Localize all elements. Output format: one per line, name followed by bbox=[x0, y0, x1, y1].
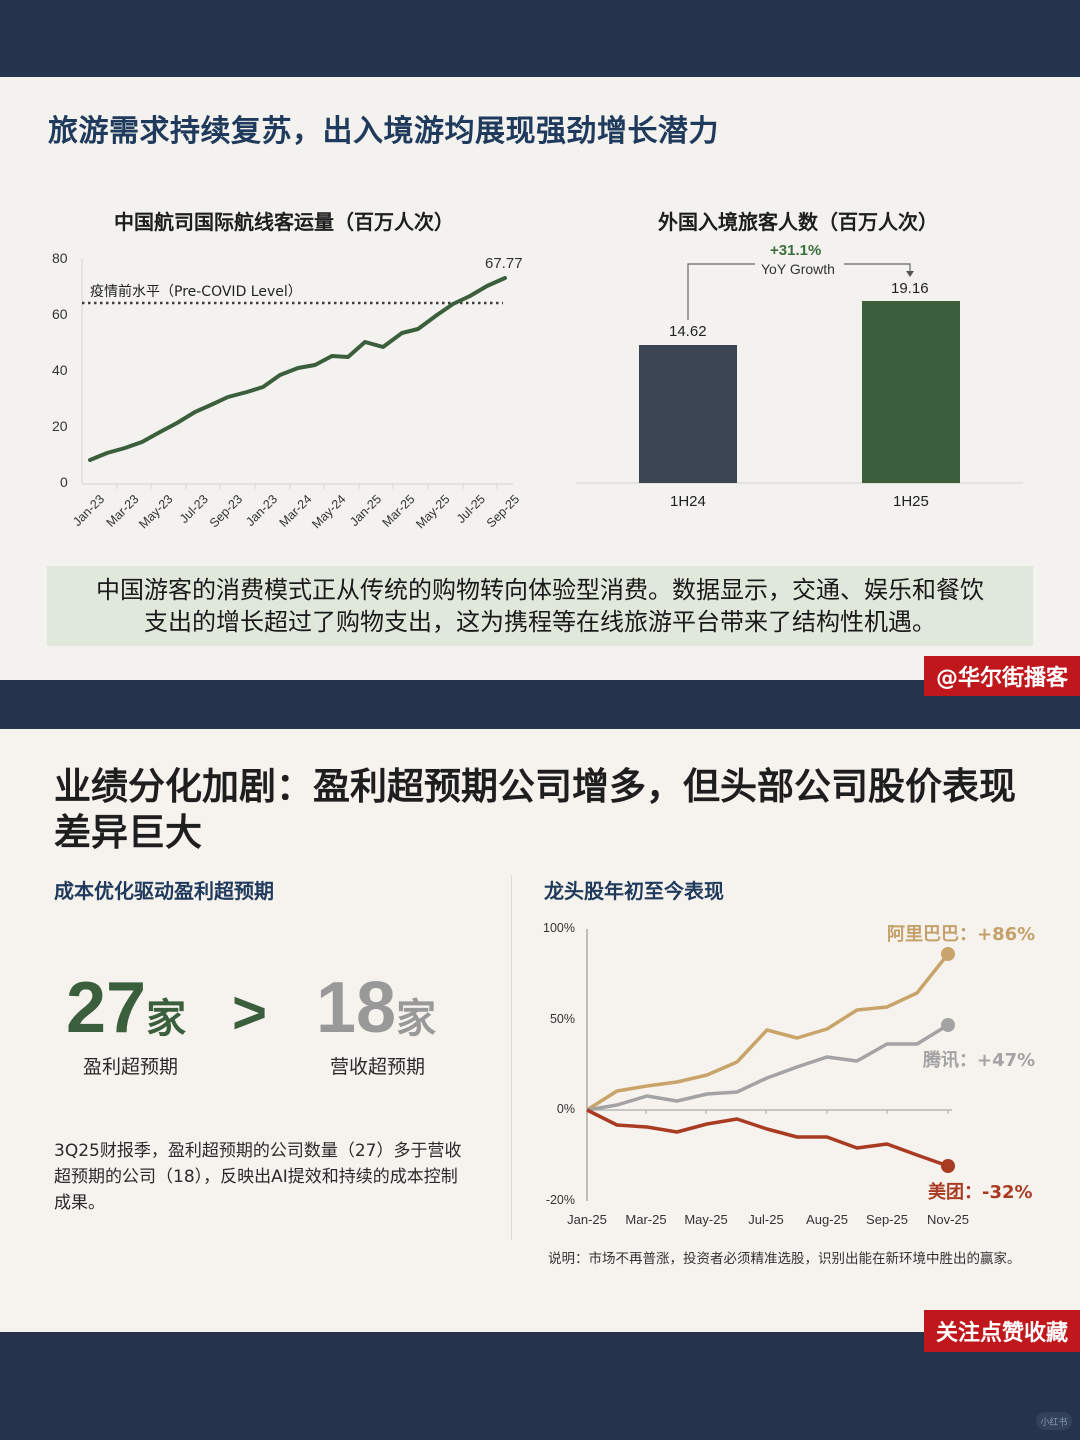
tencent-label: 腾讯：+47% bbox=[923, 1050, 1036, 1071]
chart-note: 说明：市场不再普涨，投资者必须精准选股，识别出能在新环境中胜出的赢家。 bbox=[548, 1251, 1021, 1267]
stock-chart-plot bbox=[586, 929, 955, 1201]
y-tick-100: 100% bbox=[543, 921, 575, 935]
pre-covid-label: 疫情前水平（Pre-COVID Level） bbox=[90, 284, 302, 300]
tencent-end-dot bbox=[941, 1018, 955, 1032]
earnings-description: 3Q25财报季，盈利超预期的公司数量（27）多于营收超预期的公司（18），反映出… bbox=[54, 1141, 462, 1213]
summary-line-2: 支出的增长超过了购物支出，这为携程等在线旅游平台带来了结构性机遇。 bbox=[144, 608, 936, 636]
bar-1h24 bbox=[639, 345, 737, 483]
column-divider bbox=[511, 875, 512, 1240]
revenue-beat-label: 营收超预期 bbox=[330, 1056, 426, 1078]
y-tick-minus20: -20% bbox=[545, 1193, 575, 1207]
earnings-beat-count: 27 bbox=[66, 968, 147, 1048]
y-tick-0: 0% bbox=[556, 1102, 575, 1116]
revenue-beat-stat: 18家 bbox=[316, 972, 436, 1044]
tencent-line bbox=[586, 1023, 949, 1112]
revenue-beat-unit: 家 bbox=[396, 996, 437, 1042]
growth-percent: +31.1% bbox=[770, 242, 822, 259]
x-tick: Nov-25 bbox=[927, 1212, 969, 1227]
bar-1h25 bbox=[862, 301, 960, 483]
meituan-label: 美团：-32% bbox=[928, 1182, 1033, 1203]
x-tick: Jan-25 bbox=[567, 1212, 607, 1227]
consumption-summary-box: 中国游客的消费模式正从传统的购物转向体验型消费。数据显示，交通、娱乐和餐饮 支出… bbox=[47, 566, 1033, 646]
summary-line-1: 中国游客的消费模式正从传统的购物转向体验型消费。数据显示，交通、娱乐和餐饮 bbox=[96, 576, 984, 604]
section2-title: 业绩分化加剧：盈利超预期公司增多，但头部公司股价表现差异巨大 bbox=[54, 765, 1016, 854]
x-tick: Aug-25 bbox=[806, 1212, 848, 1227]
x-tick: Sep-25 bbox=[866, 1212, 908, 1227]
line-chart-plot bbox=[81, 258, 513, 489]
y-tick-0: 0 bbox=[60, 474, 68, 490]
watermark: 小红书 bbox=[1036, 1412, 1072, 1430]
line-chart-title: 中国航司国际航线客运量（百万人次） bbox=[114, 210, 454, 234]
account-badge[interactable]: @华尔街播客 bbox=[924, 656, 1080, 696]
x-tick: Mar-25 bbox=[625, 1212, 667, 1227]
revenue-beat-count: 18 bbox=[316, 968, 397, 1048]
x-tick: Jul-25 bbox=[748, 1212, 784, 1227]
meituan-end-dot bbox=[941, 1159, 955, 1173]
bar-chart-title: 外国入境旅客人数（百万人次） bbox=[658, 210, 938, 234]
y-tick-20: 20 bbox=[52, 418, 68, 434]
earnings-beat-label: 盈利超预期 bbox=[83, 1056, 179, 1078]
x-tick: May-25 bbox=[684, 1212, 728, 1227]
y-tick-80: 80 bbox=[52, 250, 68, 266]
section1-title: 旅游需求持续复苏，出入境游均展现强劲增长潜力 bbox=[48, 114, 719, 149]
y-tick-60: 60 bbox=[52, 306, 68, 322]
greater-than-sign: > bbox=[232, 979, 268, 1046]
bar-value-1h24: 14.62 bbox=[669, 323, 707, 340]
y-tick-40: 40 bbox=[52, 362, 68, 378]
bottom-banner bbox=[0, 1332, 1080, 1440]
left-subtitle: 成本优化驱动盈利超预期 bbox=[54, 879, 274, 903]
bar-category-1h24: 1H24 bbox=[670, 493, 706, 510]
y-tick-50: 50% bbox=[549, 1012, 575, 1026]
alibaba-end-dot bbox=[941, 947, 955, 961]
right-subtitle: 龙头股年初至今表现 bbox=[544, 879, 724, 903]
earnings-beat-stat: 27家 bbox=[66, 972, 186, 1044]
earnings-panel bbox=[0, 729, 1080, 1332]
top-banner bbox=[0, 0, 1080, 77]
line-end-value: 67.77 bbox=[485, 255, 523, 272]
bar-value-1h25: 19.16 bbox=[891, 280, 929, 297]
alibaba-line bbox=[586, 952, 950, 1112]
bar-chart-plot bbox=[576, 263, 1023, 484]
growth-label: YoY Growth bbox=[761, 261, 835, 277]
bar-category-1h25: 1H25 bbox=[893, 493, 929, 510]
alibaba-label: 阿里巴巴：+86% bbox=[887, 924, 1036, 945]
middle-divider-band bbox=[0, 680, 1080, 729]
meituan-line bbox=[586, 1108, 949, 1168]
follow-like-save-badge[interactable]: 关注点赞收藏 bbox=[924, 1310, 1080, 1352]
earnings-beat-unit: 家 bbox=[146, 996, 187, 1042]
